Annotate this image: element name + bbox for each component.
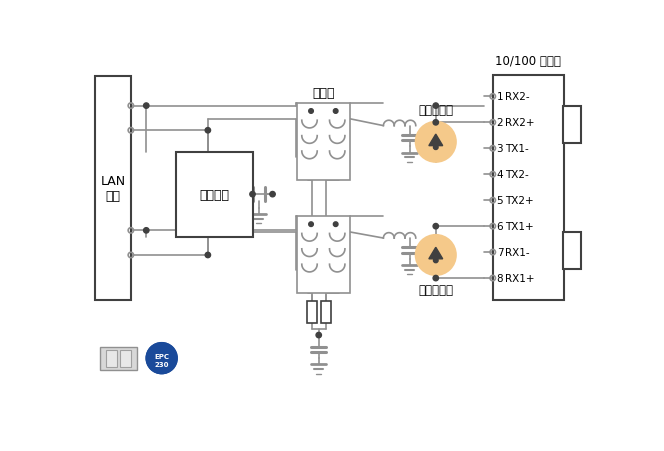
Text: 8: 8 (497, 273, 503, 283)
Circle shape (433, 104, 438, 109)
Circle shape (433, 224, 438, 230)
Text: 浪涌放电管: 浪涌放电管 (418, 283, 454, 296)
Polygon shape (429, 135, 443, 146)
Circle shape (333, 110, 338, 114)
Circle shape (416, 123, 456, 162)
FancyBboxPatch shape (563, 106, 581, 143)
Circle shape (434, 146, 438, 150)
FancyBboxPatch shape (100, 348, 137, 371)
Text: 3: 3 (497, 144, 503, 154)
Text: 4: 4 (497, 170, 503, 180)
Circle shape (146, 343, 177, 374)
Text: 浪涌放电管: 浪涌放电管 (418, 103, 454, 116)
Text: RX1-: RX1- (505, 248, 530, 258)
Circle shape (433, 276, 438, 281)
Text: 7: 7 (497, 248, 503, 258)
Text: 变压器: 变压器 (312, 87, 335, 100)
Circle shape (250, 192, 255, 198)
Circle shape (205, 128, 210, 133)
Circle shape (143, 228, 149, 234)
Circle shape (270, 192, 276, 198)
FancyBboxPatch shape (307, 302, 317, 323)
FancyBboxPatch shape (175, 152, 252, 237)
FancyBboxPatch shape (297, 104, 349, 181)
Text: 二级保护: 二级保护 (199, 188, 229, 201)
Polygon shape (429, 248, 443, 259)
Text: 5: 5 (497, 196, 503, 206)
Circle shape (433, 120, 438, 126)
Text: 10/100 以太网: 10/100 以太网 (495, 55, 561, 68)
Circle shape (143, 104, 149, 109)
FancyBboxPatch shape (493, 76, 564, 300)
Circle shape (333, 222, 338, 227)
Text: RX2-: RX2- (505, 92, 530, 102)
Text: RX1+: RX1+ (505, 273, 535, 283)
Circle shape (146, 343, 177, 374)
Circle shape (309, 110, 313, 114)
Circle shape (309, 222, 313, 227)
Circle shape (316, 333, 321, 338)
Text: TX2+: TX2+ (505, 196, 534, 206)
Text: LAN
芯片: LAN 芯片 (100, 175, 125, 202)
Circle shape (434, 258, 438, 263)
Text: 1: 1 (497, 92, 503, 102)
FancyBboxPatch shape (297, 217, 349, 294)
Text: 2: 2 (497, 118, 503, 128)
Text: RX2+: RX2+ (505, 118, 535, 128)
Text: TX1-: TX1- (505, 144, 529, 154)
Text: TX2-: TX2- (505, 170, 529, 180)
Circle shape (416, 235, 456, 276)
Text: 6: 6 (497, 222, 503, 232)
FancyBboxPatch shape (106, 351, 117, 368)
FancyBboxPatch shape (563, 232, 581, 269)
Circle shape (205, 253, 210, 258)
FancyBboxPatch shape (96, 77, 131, 300)
Text: 230: 230 (155, 361, 169, 367)
Text: EPC: EPC (154, 353, 169, 359)
FancyBboxPatch shape (321, 302, 331, 323)
Text: TX1+: TX1+ (505, 222, 534, 232)
FancyBboxPatch shape (120, 351, 131, 368)
